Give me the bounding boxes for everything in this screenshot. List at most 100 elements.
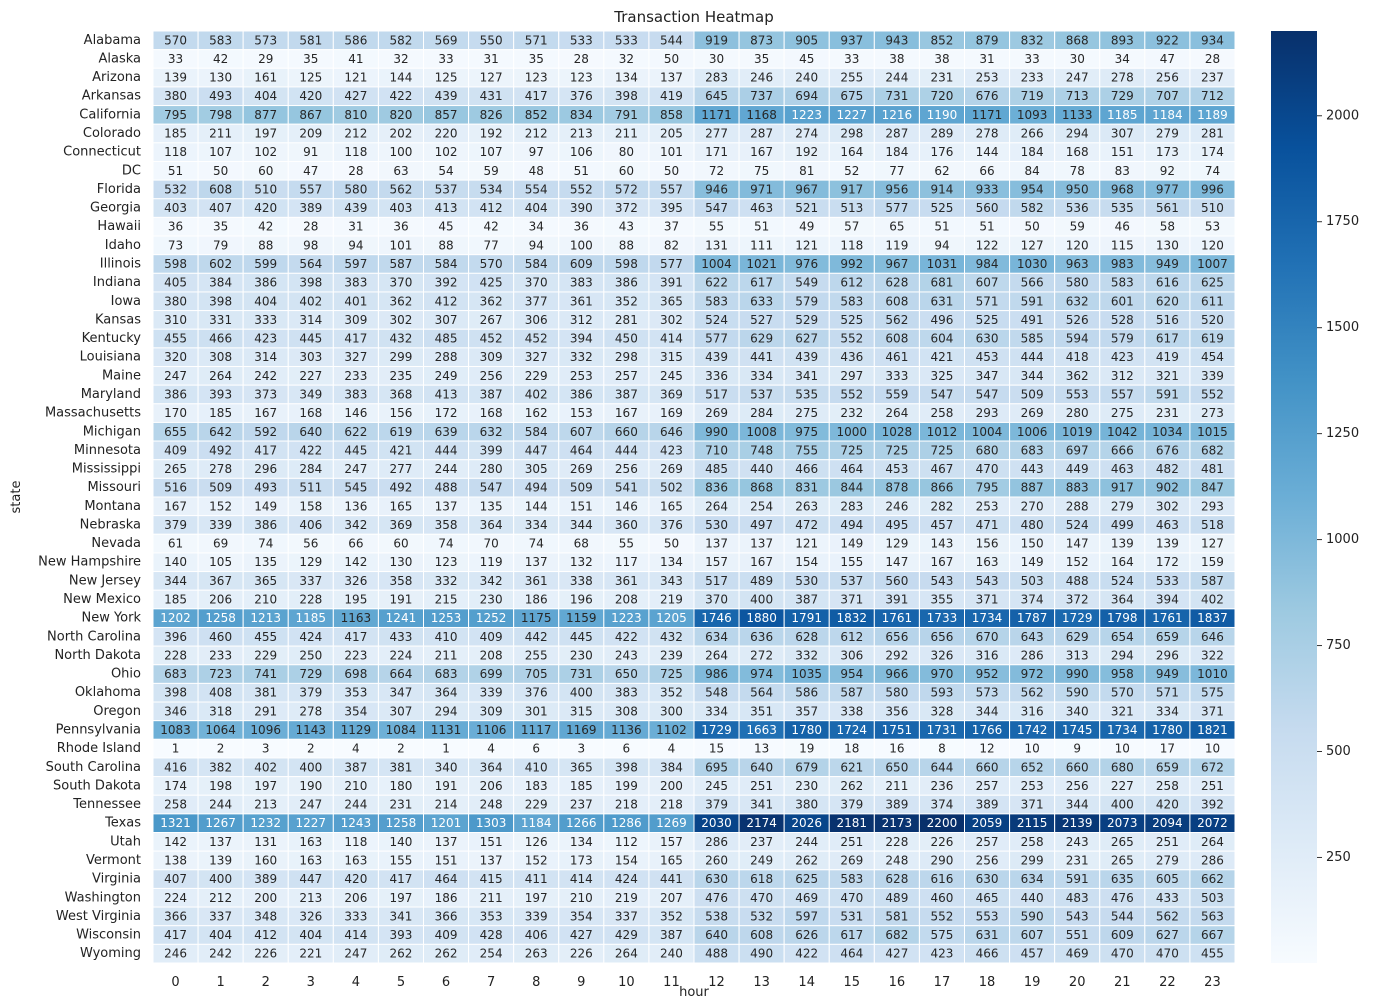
cell-value-label: 622: [344, 425, 367, 439]
cell-value-label: 476: [705, 891, 728, 905]
cell-value-label: 404: [299, 928, 322, 942]
cell-value-label: 70: [483, 537, 498, 551]
cell-value-label: 532: [750, 909, 773, 923]
cell-value-label: 257: [615, 369, 638, 383]
cell-value-label: 202: [390, 127, 413, 141]
cell-value-label: 502: [660, 481, 683, 495]
cell-value-label: 552: [840, 332, 863, 346]
cell-value-label: 1734: [1107, 723, 1138, 737]
cell-value-label: 950: [1066, 182, 1089, 196]
cell-value-label: 369: [660, 387, 683, 401]
cell-value-label: 358: [390, 574, 413, 588]
cell-value-label: 60: [393, 537, 408, 551]
cell-value-label: 256: [976, 853, 999, 867]
cell-value-label: 151: [435, 853, 458, 867]
cell-value-label: 374: [931, 798, 954, 812]
cell-value-label: 409: [480, 630, 503, 644]
cell-value-label: 277: [390, 462, 413, 476]
cell-value-label: 432: [390, 332, 413, 346]
cell-value-label: 321: [1111, 704, 1134, 718]
cell-value-label: 43: [619, 220, 634, 234]
cell-value-label: 213: [254, 798, 277, 812]
cell-value-label: 1258: [205, 611, 236, 625]
cell-value-label: 246: [750, 71, 773, 85]
cell-value-label: 371: [976, 593, 999, 607]
cell-value-label: 16: [889, 742, 904, 756]
cell-value-label: 544: [1111, 909, 1134, 923]
cell-value-label: 51: [979, 220, 994, 234]
cell-value-label: 107: [209, 145, 232, 159]
cell-value-label: 445: [299, 332, 322, 346]
cell-value-label: 579: [1111, 332, 1134, 346]
colorbar-tick-label: 1000: [1326, 532, 1359, 547]
cell-value-label: 552: [570, 182, 593, 196]
cell-value-label: 65: [889, 220, 904, 234]
cell-value-label: 581: [885, 909, 908, 923]
cell-value-label: 958: [1111, 667, 1134, 681]
cell-value-label: 254: [750, 499, 773, 513]
cell-value-label: 427: [885, 947, 908, 961]
cell-value-label: 457: [1021, 947, 1044, 961]
cell-value-label: 52: [844, 164, 859, 178]
cell-value-label: 707: [1156, 89, 1179, 103]
cell-value-label: 255: [840, 71, 863, 85]
cell-value-label: 392: [435, 276, 458, 290]
cell-value-label: 543: [931, 574, 954, 588]
cell-value-label: 510: [254, 182, 277, 196]
cell-value-label: 47: [303, 164, 318, 178]
cell-value-label: 254: [480, 947, 503, 961]
cell-value-label: 725: [840, 443, 863, 457]
cell-value-label: 191: [435, 779, 458, 793]
cell-value-label: 373: [254, 387, 277, 401]
cell-value-label: 597: [344, 257, 367, 271]
cell-value-label: 431: [480, 89, 503, 103]
cell-value-label: 597: [795, 909, 818, 923]
cell-value-label: 616: [931, 872, 954, 886]
cell-value-label: 723: [209, 667, 232, 681]
cell-value-label: 389: [885, 798, 908, 812]
x-tick-label: 4: [352, 975, 360, 990]
cell-value-label: 810: [344, 108, 367, 122]
cell-value-label: 592: [254, 425, 277, 439]
cell-value-label: 605: [1156, 872, 1179, 886]
heatmap-cells: 570 583 573 581 586 582 569 550 571 533 533 544 919 8…: [152, 30, 1236, 964]
cell-value-label: 557: [1111, 387, 1134, 401]
cell-value-label: 422: [795, 947, 818, 961]
cell-value-label: 878: [885, 481, 908, 495]
cell-value-label: 157: [660, 835, 683, 849]
cell-value-label: 144: [390, 71, 413, 85]
cell-value-label: 1213: [250, 611, 281, 625]
cell-value-label: 228: [164, 648, 187, 662]
cell-value-label: 192: [480, 127, 503, 141]
cell-value-label: 919: [705, 33, 728, 47]
cell-value-label: 494: [840, 518, 863, 532]
cell-value-label: 629: [1066, 630, 1089, 644]
cell-value-label: 102: [435, 145, 458, 159]
cell-value-label: 659: [1156, 630, 1179, 644]
cell-value-label: 386: [254, 518, 277, 532]
cell-value-label: 139: [209, 853, 232, 867]
cell-value-label: 134: [570, 835, 593, 849]
cell-value-label: 50: [664, 537, 679, 551]
cell-value-label: 139: [1111, 537, 1134, 551]
cell-value-label: 344: [570, 518, 593, 532]
cell-value-label: 411: [525, 872, 548, 886]
cell-value-label: 887: [1021, 481, 1044, 495]
y-tick-label: New Mexico: [63, 592, 141, 607]
cell-value-label: 535: [1111, 201, 1134, 215]
cell-value-label: 273: [1201, 406, 1224, 420]
cell-value-label: 729: [1111, 89, 1134, 103]
cell-value-label: 380: [164, 294, 187, 308]
cell-value-label: 1035: [791, 667, 822, 681]
cell-value-label: 395: [660, 201, 683, 215]
cell-value-label: 10: [1024, 742, 1039, 756]
cell-value-label: 244: [344, 798, 367, 812]
cell-value-label: 130: [1156, 238, 1179, 252]
cell-value-label: 211: [435, 648, 458, 662]
cell-value-label: 381: [254, 686, 277, 700]
cell-value-label: 91: [303, 145, 318, 159]
y-tick-label: Virginia: [92, 872, 141, 887]
cell-value-label: 6: [623, 742, 631, 756]
cell-value-label: 118: [164, 145, 187, 159]
cell-value-label: 256: [1066, 779, 1089, 793]
